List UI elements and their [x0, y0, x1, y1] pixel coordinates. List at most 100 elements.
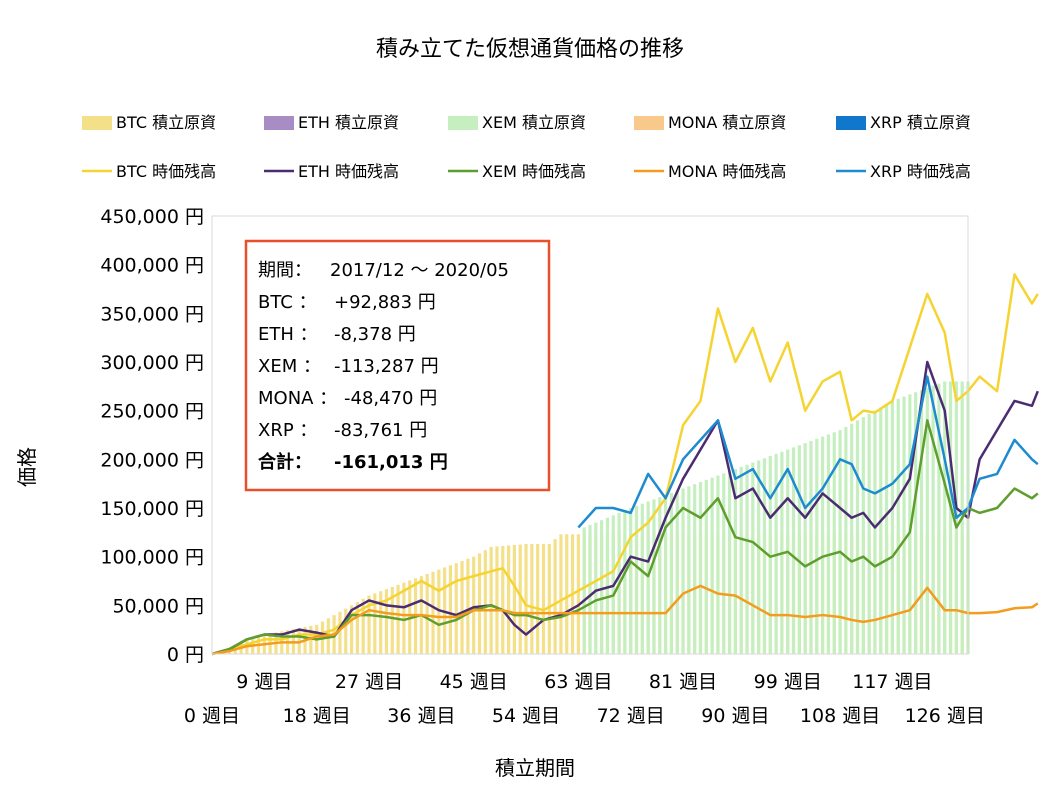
bar-2 — [948, 381, 953, 654]
x-axis: 9 週目 27 週目 45 週目 63 週目 81 週目 99 週目 117 週目 0 週目 1… — [184, 671, 985, 727]
bar-2 — [652, 499, 656, 654]
summary-value: -8,378 円 — [334, 324, 416, 345]
bar-2 — [821, 436, 825, 654]
bar-0 — [344, 608, 348, 654]
bar-0 — [384, 589, 389, 654]
bar-0 — [547, 544, 551, 654]
y-axis-label: 価格 — [15, 447, 39, 487]
bar-2 — [681, 488, 685, 654]
x-tick-label: 117 週目 — [852, 671, 932, 693]
bar-2 — [925, 387, 929, 654]
y-tick-label: 0 円 — [167, 644, 204, 666]
y-tick-label: 300,000 円 — [100, 352, 204, 374]
bar-0 — [489, 546, 493, 654]
x-tick-label: 81 週目 — [649, 671, 717, 693]
summary-label: MONA ： — [258, 388, 337, 409]
series-line-4 — [577, 375, 1039, 529]
bar-2 — [803, 443, 807, 654]
bar-0 — [454, 563, 458, 654]
bar-2 — [704, 479, 708, 654]
summary-label: 期間： — [258, 260, 312, 281]
bar-0 — [245, 641, 249, 654]
summary-label: ETH ： — [258, 324, 318, 345]
bar-2 — [588, 525, 592, 654]
y-tick-label: 100,000 円 — [100, 547, 204, 569]
bar-2 — [809, 440, 813, 654]
summary-value: -83,761 円 — [334, 420, 427, 441]
x-axis-label: 積立期間 — [495, 756, 575, 780]
bar-2 — [698, 482, 703, 654]
y-tick-label: 150,000 円 — [100, 498, 204, 520]
bar-0 — [576, 534, 580, 654]
summary-box-frame — [244, 239, 551, 492]
bar-2 — [844, 426, 848, 654]
bar-0 — [309, 625, 313, 654]
legend-label: MONA 時価残高 — [668, 162, 786, 181]
bar-0 — [553, 539, 557, 654]
y-tick-label: 250,000 円 — [100, 401, 204, 423]
x-tick-label: 72 週目 — [597, 705, 665, 727]
legend-label: BTC 積立原資 — [116, 113, 216, 132]
bar-2 — [791, 447, 796, 654]
bar-2 — [594, 522, 598, 654]
bar-2 — [896, 398, 900, 654]
y-axis: 0 円 50,000 円 100,000 円 150,000 円 200,000 円 25… — [100, 206, 204, 666]
bar-2 — [815, 438, 819, 654]
bar-2 — [919, 390, 924, 654]
summary-label: XRP ： — [258, 420, 317, 441]
bar-0 — [541, 544, 546, 654]
summary-label: 合計： — [258, 451, 312, 473]
bar-2 — [629, 508, 633, 654]
bar-0 — [536, 544, 540, 654]
bar-2 — [937, 383, 941, 654]
bar-2 — [710, 477, 714, 654]
bar-0 — [483, 550, 487, 654]
bar-0 — [466, 558, 470, 654]
bar-2 — [884, 404, 889, 654]
legend-label: BTC 時価残高 — [116, 162, 216, 181]
x-tick-label: 54 週目 — [492, 705, 560, 727]
legend-swatch — [634, 116, 664, 130]
legend-label: XRP 積立原資 — [870, 113, 971, 132]
bar-2 — [727, 471, 732, 654]
legend-label: MONA 積立原資 — [668, 113, 786, 132]
legend-label: ETH 時価残高 — [298, 162, 399, 181]
bar-0 — [472, 556, 476, 654]
bar-2 — [716, 475, 720, 654]
legend-label: XEM 時価残高 — [482, 162, 586, 181]
bar-0 — [402, 582, 406, 654]
bar-2 — [664, 495, 668, 654]
summary-label: BTC ： — [258, 292, 317, 313]
bar-2 — [838, 430, 842, 654]
bar-2 — [832, 432, 836, 654]
y-tick-label: 200,000 円 — [100, 449, 204, 471]
bar-0 — [565, 534, 569, 654]
bar-2 — [826, 434, 831, 654]
y-tick-label: 450,000 円 — [100, 206, 204, 228]
x-tick-label: 90 週目 — [701, 705, 769, 727]
plot-border — [211, 215, 969, 655]
bar-2 — [797, 445, 801, 654]
x-tick-label: 45 週目 — [440, 671, 508, 693]
bar-0 — [518, 544, 522, 654]
chart-title: 積み立てた仮想通貨価格の推移 — [376, 37, 684, 62]
bar-0 — [349, 605, 354, 654]
bar-2 — [751, 462, 755, 654]
bar-0 — [501, 545, 505, 654]
bar-2 — [855, 420, 860, 654]
bar-2 — [687, 486, 691, 654]
legend-label: XRP 時価残高 — [870, 162, 971, 181]
bar-2 — [693, 484, 697, 654]
bar-0 — [495, 546, 499, 654]
bar-2 — [873, 410, 877, 654]
bar-0 — [390, 586, 394, 654]
bar-2 — [675, 490, 679, 654]
bar-0 — [477, 553, 482, 654]
bar-0 — [431, 571, 435, 654]
bar-0 — [448, 565, 453, 654]
legend-label: XEM 積立原資 — [482, 113, 586, 132]
x-tick-label: 36 週目 — [387, 705, 455, 727]
bar-2 — [733, 469, 737, 654]
